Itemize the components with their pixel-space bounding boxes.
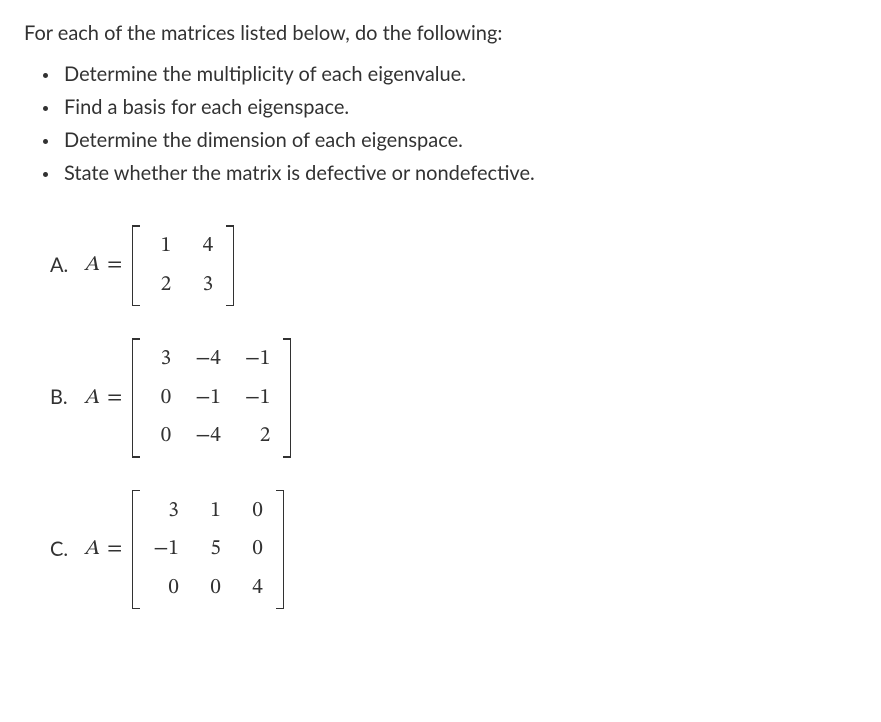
list-item: Determine the dimension of each eigenspa… bbox=[60, 125, 857, 156]
cell: 4 bbox=[233, 569, 275, 608]
problem-label: C. bbox=[50, 534, 84, 565]
matrix-var: A bbox=[84, 382, 99, 415]
matrix-cells: 3 −4 −1 0 −1 −1 0 −4 2 bbox=[139, 338, 284, 458]
intro-text: For each of the matrices listed below, d… bbox=[24, 18, 857, 49]
cell: 0 bbox=[141, 417, 183, 456]
matrix-var: A bbox=[84, 249, 99, 282]
cell: −4 bbox=[183, 340, 233, 379]
bracket-right bbox=[277, 490, 284, 610]
matrix: 3 −4 −1 0 −1 −1 0 −4 2 bbox=[132, 338, 291, 458]
equals-sign: = bbox=[107, 249, 122, 282]
cell: −1 bbox=[233, 340, 283, 379]
bracket-left bbox=[132, 338, 139, 458]
equation: A = 3 −4 −1 0 −1 −1 0 −4 2 bbox=[84, 338, 291, 458]
problem-c: C. A = 3 1 0 −1 5 0 0 0 4 bbox=[50, 490, 857, 610]
task-list: Determine the multiplicity of each eigen… bbox=[24, 59, 857, 189]
cell: 3 bbox=[141, 492, 191, 531]
cell: 3 bbox=[141, 340, 183, 379]
cell: 1 bbox=[141, 227, 183, 266]
cell: 0 bbox=[141, 379, 183, 418]
bracket-right bbox=[227, 225, 234, 306]
cell: 0 bbox=[233, 530, 275, 569]
bracket-left bbox=[132, 225, 139, 306]
cell: 0 bbox=[233, 492, 275, 531]
bracket-left bbox=[132, 490, 139, 610]
equals-sign: = bbox=[107, 382, 122, 415]
matrix: 3 1 0 −1 5 0 0 0 4 bbox=[132, 490, 284, 610]
cell: 1 bbox=[191, 492, 233, 531]
equals-sign: = bbox=[107, 533, 122, 566]
matrix-var: A bbox=[84, 533, 99, 566]
cell: −1 bbox=[233, 379, 283, 418]
cell: 3 bbox=[183, 266, 225, 305]
list-item: Determine the multiplicity of each eigen… bbox=[60, 59, 857, 90]
problem-label: B. bbox=[50, 382, 84, 413]
equation: A = 3 1 0 −1 5 0 0 0 4 bbox=[84, 490, 284, 610]
cell: 4 bbox=[183, 227, 225, 266]
cell: 0 bbox=[141, 569, 191, 608]
matrix-cells: 1 4 2 3 bbox=[139, 225, 227, 306]
cell: 2 bbox=[141, 266, 183, 305]
matrix: 1 4 2 3 bbox=[132, 225, 234, 306]
cell: −4 bbox=[183, 417, 233, 456]
list-item: State whether the matrix is defective or… bbox=[60, 158, 857, 189]
problem-a: A. A = 1 4 2 3 bbox=[50, 225, 857, 306]
problems: A. A = 1 4 2 3 B. A bbox=[24, 225, 857, 609]
problem-label: A. bbox=[50, 250, 84, 281]
cell: 5 bbox=[191, 530, 233, 569]
problem-b: B. A = 3 −4 −1 0 −1 −1 0 −4 2 bbox=[50, 338, 857, 458]
equation: A = 1 4 2 3 bbox=[84, 225, 234, 306]
list-item: Find a basis for each eigenspace. bbox=[60, 92, 857, 123]
cell: 2 bbox=[233, 417, 283, 456]
bracket-right bbox=[284, 338, 291, 458]
cell: 0 bbox=[191, 569, 233, 608]
cell: −1 bbox=[183, 379, 233, 418]
cell: −1 bbox=[141, 530, 191, 569]
matrix-cells: 3 1 0 −1 5 0 0 0 4 bbox=[139, 490, 277, 610]
